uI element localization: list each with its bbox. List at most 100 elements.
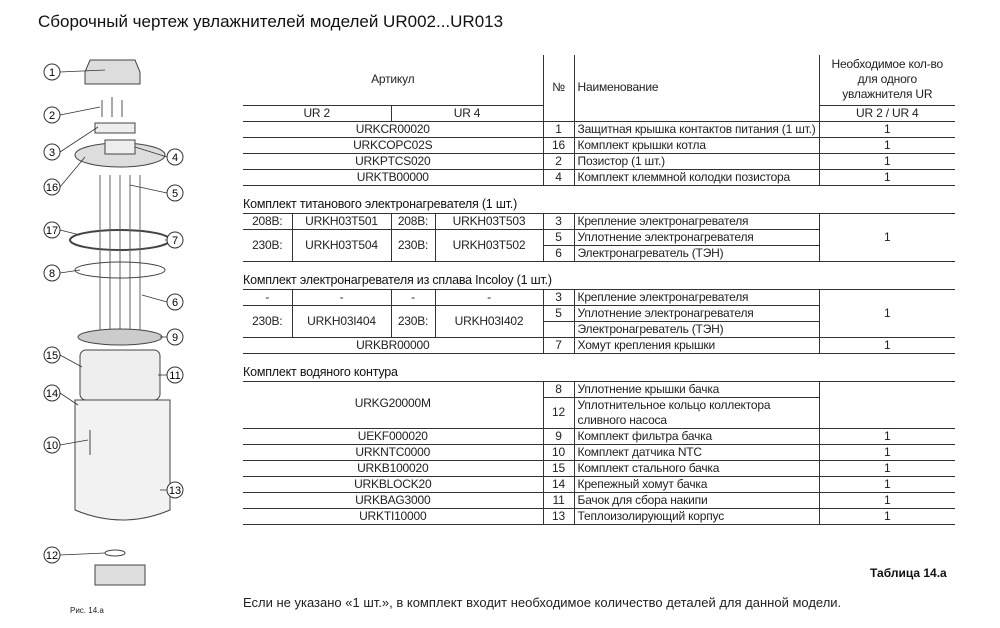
article-code: URKH03I404 (291, 304, 392, 338)
voltage-label: 230В: (390, 304, 436, 338)
callout-6: 6 (141, 293, 184, 311)
voltage-label: 230В: (390, 228, 436, 262)
table-row: URKPTCS020 2 Позистор (1 шт.) 1 (243, 152, 956, 170)
article-code: URKBR00000 (243, 336, 544, 354)
callout-15: 15 (43, 346, 83, 368)
article-code: URKH03T503 (434, 212, 544, 230)
empty-value: - (390, 288, 436, 306)
header-ur2: UR 2 (243, 104, 392, 122)
item-name: Комплект фильтра бачка (573, 427, 820, 445)
table-row: URKTI10000 13 Теплоизолирующий корпус 1 (243, 507, 956, 525)
tank-filter (77, 328, 163, 346)
item-name: Крепление электронагревателя (573, 212, 820, 230)
empty-value: - (291, 288, 392, 306)
callout-5: 5 (129, 184, 184, 202)
item-no: 5 (542, 304, 575, 322)
item-qty: 1 (818, 475, 956, 493)
callout-12: 12 (43, 546, 106, 564)
item-no: 12 (542, 396, 575, 429)
callout-number: 13 (169, 485, 181, 497)
collector-seal (104, 549, 126, 557)
item-qty (818, 380, 956, 429)
item-name: Крепление электронагревателя (573, 288, 820, 306)
article-code: URKPTCS020 (243, 152, 544, 170)
item-no: 11 (542, 491, 575, 509)
table-caption: Таблица 14.a (870, 566, 947, 580)
header-no: № (542, 55, 575, 122)
article-code: UEKF000020 (243, 427, 544, 445)
callout-number: 16 (46, 182, 58, 194)
page-title: Сборочный чертеж увлажнителей моделей UR… (38, 12, 504, 31)
article-code: URKH03I402 (434, 304, 544, 338)
header-article: Артикул (243, 55, 544, 106)
callout-number: 10 (46, 440, 58, 452)
callout-17: 17 (43, 221, 81, 239)
terminal-block (94, 122, 136, 134)
item-qty: 1 (818, 443, 956, 461)
article-code: URKB100020 (243, 459, 544, 477)
callout-number: 14 (46, 388, 58, 400)
item-name: Защитная крышка контактов питания (1 шт.… (573, 120, 820, 138)
steel-tank-body (74, 399, 171, 521)
article-code: URKBLOCK20 (243, 475, 544, 493)
heater-seal (74, 261, 166, 279)
item-qty: 1 (818, 288, 956, 338)
item-qty: 1 (818, 168, 956, 186)
table-row: URKCR00020 1 Защитная крышка контактов п… (243, 120, 956, 138)
item-qty: 1 (818, 491, 956, 509)
item-name: Крепежный хомут бачка (573, 475, 820, 493)
callout-4: 4 (134, 146, 184, 166)
article-code: URKTI10000 (243, 507, 544, 525)
callout-11: 11 (158, 366, 184, 384)
item-no: 4 (542, 168, 575, 186)
voltage-label: 208В: (243, 212, 293, 230)
section-title-water: Комплект водяного контура (243, 353, 956, 382)
item-qty: 1 (818, 120, 956, 138)
item-no: 2 (542, 152, 575, 170)
voltage-label: 230В: (243, 304, 293, 338)
item-name: Комплект клеммной колодки позистора (573, 168, 820, 186)
item-name: Уплотнение крышки бачка (573, 380, 820, 398)
item-name: Уплотнение электронагревателя (573, 228, 820, 246)
section-title-incoloy: Комплект электронагревателя из сплава In… (243, 261, 956, 290)
callout-2: 2 (43, 106, 101, 124)
callout-3: 3 (43, 126, 99, 161)
item-name: Комплект крышки котла (573, 136, 820, 154)
callout-16: 16 (43, 156, 86, 196)
item-no: 10 (542, 443, 575, 461)
callout-number: 12 (46, 550, 58, 562)
article-code: URKNTC0000 (243, 443, 544, 461)
callout-9: 9 (160, 328, 184, 346)
item-name: Электронагреватель (ТЭН) (573, 320, 820, 338)
section-title-titanium: Комплект титанового электронагревателя (… (243, 185, 956, 214)
item-name: Хомут крепления крышки (573, 336, 820, 354)
callout-1: 1 (43, 63, 106, 81)
callout-number: 15 (46, 350, 58, 362)
article-code: URKH03T504 (291, 228, 392, 262)
item-qty: 1 (818, 459, 956, 477)
callout-number: 8 (49, 268, 55, 280)
item-no: 8 (542, 380, 575, 398)
header-qty: Необходимое кол-во для одного увлажнител… (818, 55, 956, 106)
empty-value: - (434, 288, 544, 306)
cover-top (104, 139, 136, 155)
terminal-cover (84, 59, 141, 85)
table-row: URKNTC0000 10 Комплект датчика NTC 1 (243, 443, 956, 461)
item-name: Электронагреватель (ТЭН) (573, 244, 820, 262)
parts-table: Артикул № Наименование Необходимое кол-в… (243, 55, 956, 525)
callout-8: 8 (43, 264, 81, 282)
item-name: Комплект стального бачка (573, 459, 820, 477)
callout-number: 9 (172, 332, 178, 344)
ptc-wires (101, 97, 123, 117)
article-code: URKTB00000 (243, 168, 544, 186)
item-no: 3 (542, 212, 575, 230)
table-row: URKTB00000 4 Комплект клеммной колодки п… (243, 168, 956, 186)
scale-tank (79, 349, 161, 401)
article-code: URKH03T501 (291, 212, 392, 230)
item-no: 16 (542, 136, 575, 154)
table-row: URKBLOCK20 14 Крепежный хомут бачка 1 (243, 475, 956, 493)
article-code: URKBAG3000 (243, 491, 544, 509)
footnote: Если не указано «1 шт.», в комплект вход… (243, 595, 842, 610)
item-name: Комплект датчика NTC (573, 443, 820, 461)
callout-number: 4 (172, 152, 178, 164)
